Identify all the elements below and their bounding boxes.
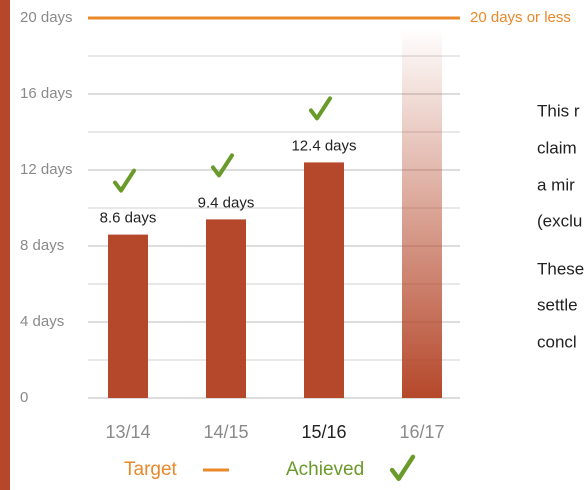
- x-tick-label: 16/17: [399, 422, 444, 442]
- x-tick-label: 14/15: [203, 422, 248, 442]
- side-text: a mir: [537, 175, 575, 194]
- bar: [108, 234, 148, 398]
- check-mark: [389, 454, 416, 481]
- x-tick-label: 13/14: [105, 422, 150, 442]
- y-tick-label: 0: [20, 389, 28, 406]
- side-text: This r: [537, 101, 580, 120]
- legend-achieved: Achieved: [286, 459, 364, 480]
- side-text: settle: [537, 295, 578, 314]
- check-mark: [309, 96, 332, 121]
- bar: [402, 27, 442, 398]
- y-tick-label: 20 days: [20, 9, 73, 26]
- x-tick-label: 15/16: [301, 422, 346, 442]
- y-tick-label: 8 days: [20, 237, 64, 254]
- value-label: 12.4 days: [291, 137, 356, 154]
- check-mark: [113, 168, 136, 193]
- side-text: concl: [537, 332, 577, 351]
- check-mark: [211, 153, 234, 178]
- value-label: 8.6 days: [100, 210, 157, 227]
- value-label: 9.4 days: [198, 194, 255, 211]
- bar: [206, 219, 246, 398]
- target-label: 20 days or less: [470, 9, 571, 26]
- y-tick-label: 4 days: [20, 313, 64, 330]
- side-text: (exclu: [537, 211, 582, 230]
- side-strip: [0, 0, 10, 490]
- side-text: claim: [537, 138, 577, 157]
- bar: [304, 162, 344, 398]
- y-tick-label: 12 days: [20, 161, 73, 178]
- y-tick-label: 16 days: [20, 85, 73, 102]
- legend-target: Target: [124, 459, 178, 480]
- side-text: These: [537, 259, 584, 278]
